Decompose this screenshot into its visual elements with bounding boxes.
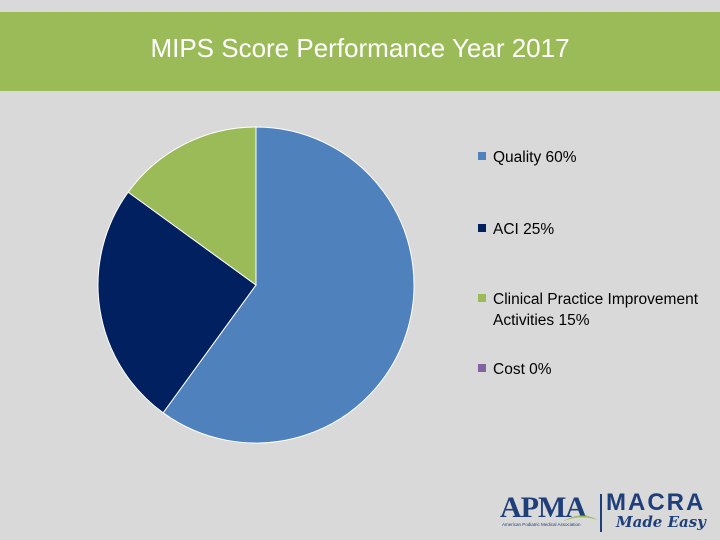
legend-label: Cost 0% [493, 361, 552, 378]
legend-swatch [478, 364, 486, 372]
title-bar [0, 12, 720, 91]
apma-macra-logo: APMA American Podiatric Medical Associat… [500, 489, 710, 534]
pie-slice-quality [162, 126, 415, 444]
legend-item: Quality 60% [478, 147, 698, 168]
legend-item: Clinical Practice Improvement Activities… [478, 289, 698, 331]
made-easy-logo-text: Made Easy [616, 513, 706, 531]
swoosh-icon [562, 515, 598, 522]
legend-swatch [478, 152, 486, 160]
legend-label: Clinical Practice Improvement Activities… [493, 291, 699, 329]
logo-divider [600, 494, 602, 532]
macra-logo-text: MACRA [606, 489, 706, 516]
pie-slice-aci [97, 191, 257, 414]
legend-item: ACI 25% [478, 219, 698, 240]
legend-label: Quality 60% [493, 149, 577, 166]
legend-item: Cost 0% [478, 359, 698, 380]
pie-slice-clinical-practice-improvement-activities [127, 126, 257, 286]
pie-slices [97, 126, 415, 444]
apma-logo-subtitle: American Podiatric Medical Association [502, 522, 581, 527]
legend-label: ACI 25% [493, 221, 555, 238]
legend-swatch [478, 294, 486, 302]
legend-swatch [478, 224, 486, 232]
chart-title: MIPS Score Performance Year 2017 [150, 33, 570, 63]
